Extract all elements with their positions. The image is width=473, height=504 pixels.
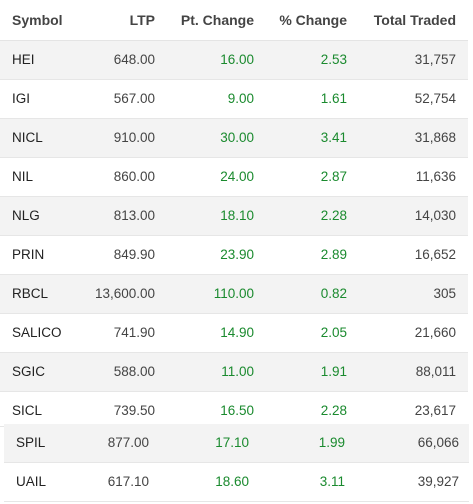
- header-total-traded[interactable]: Total Traded: [373, 12, 456, 28]
- cell-pt-change: 11.00: [221, 364, 254, 379]
- cell-ltp: 567.00: [113, 91, 155, 106]
- cell-pt-change: 16.50: [220, 403, 254, 418]
- cell-pct-change: 1.91: [320, 364, 347, 379]
- cell-ltp: 741.90: [113, 325, 155, 340]
- cell-total-traded: 14,030: [414, 208, 456, 223]
- cell-pct-change: 2.89: [320, 247, 347, 262]
- cell-pct-change: 2.28: [320, 403, 347, 418]
- cell-symbol[interactable]: SPIL: [16, 435, 46, 450]
- cell-symbol[interactable]: NIL: [12, 169, 34, 184]
- cell-pct-change: 2.05: [320, 325, 347, 340]
- cell-pt-change: 30.00: [220, 130, 254, 145]
- cell-total-traded: 31,868: [414, 130, 456, 145]
- cell-symbol[interactable]: SICL: [12, 403, 43, 418]
- cell-ltp: 588.00: [113, 364, 155, 379]
- cell-total-traded: 88,011: [415, 364, 456, 379]
- cell-pt-change: 23.90: [220, 247, 254, 262]
- cell-pct-change: 1.61: [320, 91, 347, 106]
- table-row[interactable]: PRIN 849.90 23.90 2.89 16,652: [0, 236, 468, 275]
- cell-pt-change: 110.00: [213, 286, 254, 301]
- table-row[interactable]: NLG 813.00 18.10 2.28 14,030: [0, 197, 468, 236]
- cell-pct-change: 2.53: [320, 52, 347, 67]
- cell-ltp: 849.90: [113, 247, 155, 262]
- cell-pct-change: 0.82: [320, 286, 347, 301]
- table-row[interactable]: SGIC 588.00 11.00 1.91 88,011: [0, 353, 468, 392]
- cell-total-traded: 23,617: [414, 403, 456, 418]
- cell-ltp: 739.50: [113, 403, 155, 418]
- cell-pct-change: 3.11: [319, 474, 345, 489]
- cell-symbol[interactable]: IGI: [12, 91, 31, 106]
- header-ltp[interactable]: LTP: [129, 12, 155, 28]
- table-row[interactable]: RBCL 13,600.00 110.00 0.82 305: [0, 275, 468, 314]
- table-row[interactable]: SPIL 877.00 17.10 1.99 66,066: [4, 424, 469, 463]
- cell-total-traded: 305: [433, 286, 456, 301]
- cell-pt-change: 14.90: [220, 325, 254, 340]
- table-row[interactable]: NICL 910.00 30.00 3.41 31,868: [0, 119, 468, 158]
- cell-symbol[interactable]: SGIC: [12, 364, 46, 379]
- cell-pt-change: 24.00: [220, 169, 254, 184]
- cell-total-traded: 11,636: [415, 169, 456, 184]
- cell-ltp: 910.00: [113, 130, 155, 145]
- cell-total-traded: 52,754: [414, 91, 456, 106]
- cell-total-traded: 66,066: [417, 435, 459, 450]
- cell-ltp: 877.00: [107, 435, 149, 450]
- cell-pt-change: 9.00: [227, 91, 254, 106]
- header-pct-change[interactable]: % Change: [279, 12, 347, 28]
- table-row[interactable]: IGI 567.00 9.00 1.61 52,754: [0, 80, 468, 119]
- cell-ltp: 813.00: [113, 208, 155, 223]
- cell-ltp: 860.00: [113, 169, 155, 184]
- cell-symbol[interactable]: NLG: [12, 208, 40, 223]
- header-symbol[interactable]: Symbol: [12, 12, 63, 28]
- cell-symbol[interactable]: PRIN: [12, 247, 45, 262]
- header-pt-change[interactable]: Pt. Change: [180, 12, 254, 28]
- cell-symbol[interactable]: RBCL: [12, 286, 49, 301]
- cell-symbol[interactable]: HEI: [12, 52, 35, 67]
- cell-total-traded: 31,757: [414, 52, 456, 67]
- cell-symbol[interactable]: SALICO: [12, 325, 62, 340]
- cell-pct-change: 1.99: [318, 435, 345, 450]
- table-row[interactable]: NIL 860.00 24.00 2.87 11,636: [0, 158, 468, 197]
- cell-pct-change: 2.87: [320, 169, 347, 184]
- cell-pt-change: 17.10: [215, 435, 249, 450]
- cell-total-traded: 39,927: [417, 474, 459, 489]
- cell-ltp: 648.00: [113, 52, 155, 67]
- cell-ltp: 617.10: [107, 474, 149, 489]
- table-row[interactable]: SALICO 741.90 14.90 2.05 21,660: [0, 314, 468, 353]
- cell-pt-change: 18.10: [220, 208, 254, 223]
- cell-total-traded: 16,652: [414, 247, 456, 262]
- cell-pct-change: 2.28: [320, 208, 347, 223]
- cell-pt-change: 16.00: [220, 52, 254, 67]
- cell-pt-change: 18.60: [215, 474, 249, 489]
- table-header: Symbol LTP Pt. Change % Change Total Tra…: [0, 0, 468, 41]
- cell-symbol[interactable]: NICL: [12, 130, 43, 145]
- table-row[interactable]: UAIL 617.10 18.60 3.11 39,927: [4, 463, 469, 502]
- cell-total-traded: 21,660: [414, 325, 456, 340]
- table-row[interactable]: SICL 739.50 16.50 2.28 23,617: [0, 392, 468, 427]
- cell-symbol[interactable]: UAIL: [16, 474, 47, 489]
- table-row[interactable]: HEI 648.00 16.00 2.53 31,757: [0, 41, 468, 80]
- cell-ltp: 13,600.00: [94, 286, 155, 301]
- cell-pct-change: 3.41: [320, 130, 347, 145]
